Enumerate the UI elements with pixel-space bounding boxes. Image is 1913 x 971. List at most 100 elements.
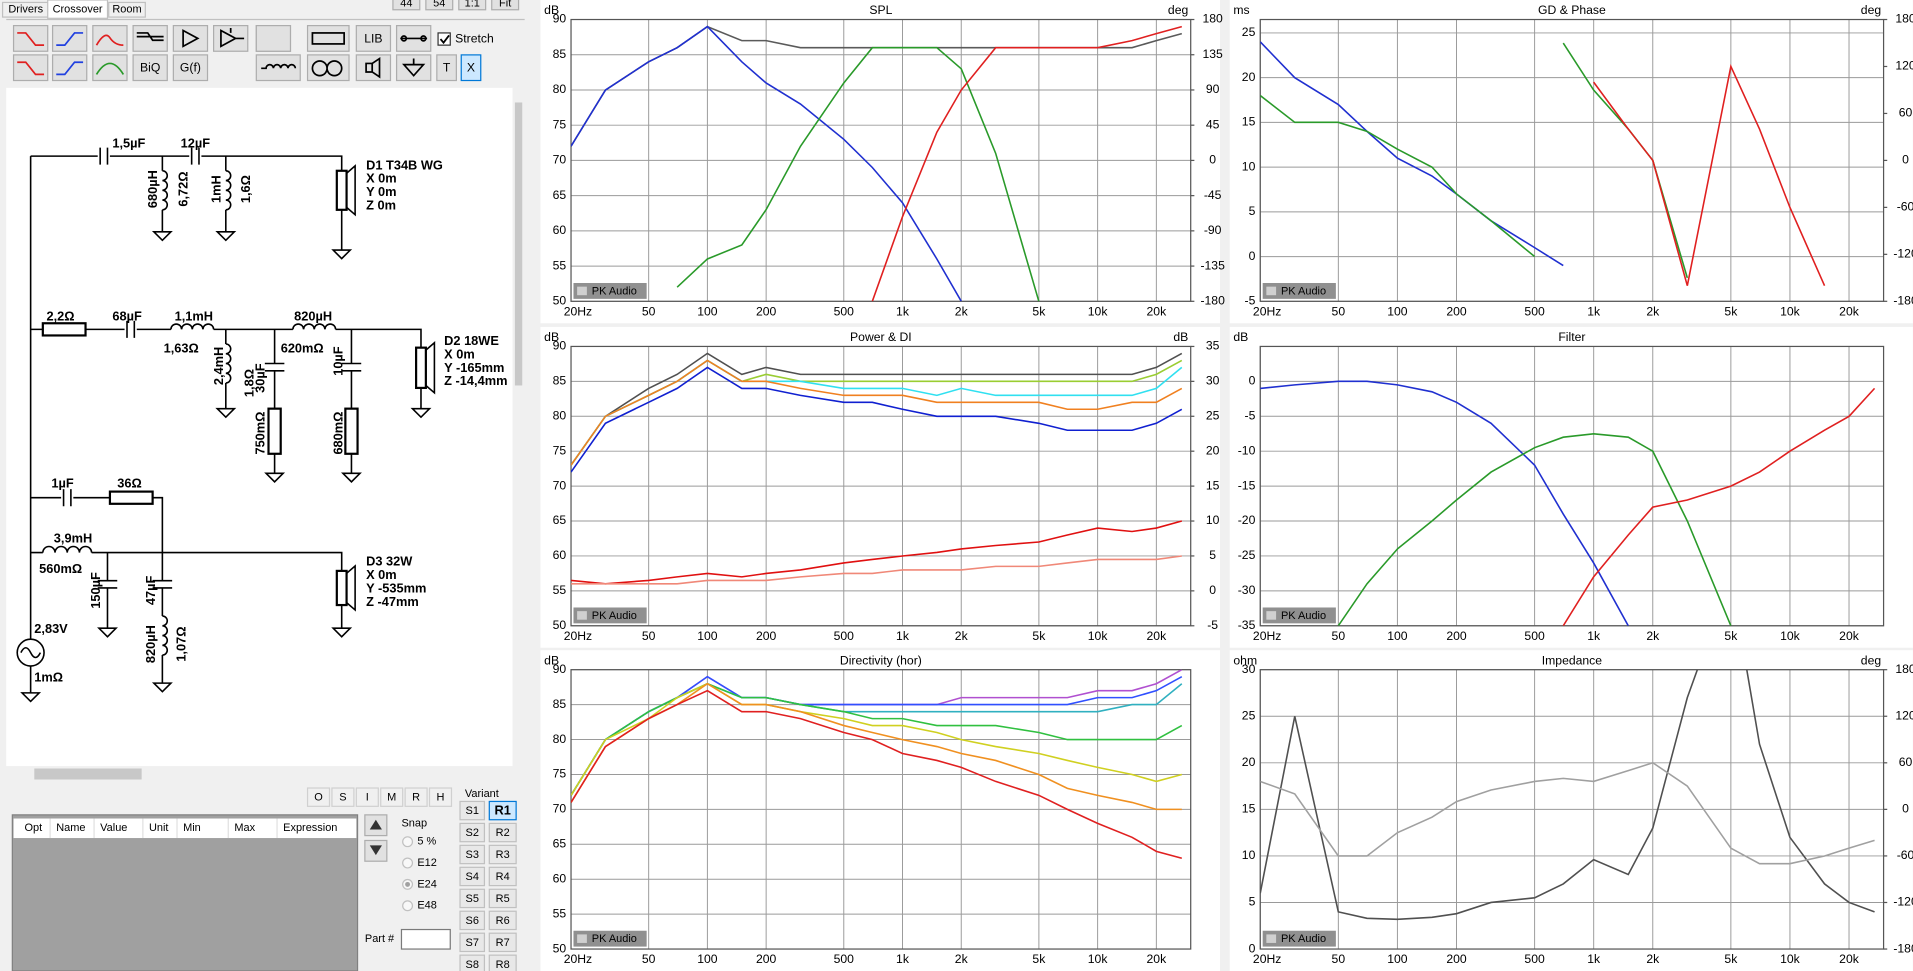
tool-icon <box>56 61 84 76</box>
tool-icon <box>402 58 426 77</box>
panel-button[interactable] <box>380 787 404 807</box>
variant-button[interactable] <box>488 844 517 865</box>
plot-area <box>571 352 1183 585</box>
tool-button[interactable] <box>132 25 168 52</box>
component-label: 150µF <box>88 572 103 609</box>
series-line <box>1260 41 1564 267</box>
column-header: Expression <box>283 822 337 834</box>
panel-button[interactable] <box>306 787 331 807</box>
panel-button[interactable] <box>428 787 453 807</box>
tool-button[interactable] <box>460 54 482 82</box>
view-button-label: 44 <box>400 0 412 10</box>
part-input[interactable] <box>400 928 451 950</box>
view-button[interactable] <box>491 0 520 11</box>
y2-tick-label: 60 <box>1899 106 1913 120</box>
variant-button[interactable] <box>459 844 486 865</box>
radio[interactable] <box>402 857 414 869</box>
y2-axis-label: deg <box>1168 3 1188 17</box>
panel-button-label: S <box>339 792 346 804</box>
panel-button[interactable] <box>355 787 379 807</box>
variant-button[interactable] <box>459 800 486 821</box>
scroll-thumb[interactable] <box>514 102 523 386</box>
tool-icon <box>17 32 45 46</box>
radio[interactable] <box>402 836 414 848</box>
tool-icon <box>365 56 381 79</box>
checkbox[interactable] <box>437 32 451 46</box>
variant-button[interactable] <box>488 822 517 843</box>
tab-label: Crossover <box>53 4 103 16</box>
tool-button[interactable] <box>306 54 350 82</box>
variant-button[interactable] <box>488 888 517 909</box>
variant-button[interactable] <box>488 932 517 953</box>
x-tick-label: 100 <box>1387 952 1408 966</box>
y-tick-label: 5 <box>1249 204 1256 218</box>
y2-tick-label: 0 <box>1209 153 1216 167</box>
y-tick-label: 90 <box>553 339 567 353</box>
x-tick-label: 5k <box>1032 629 1046 643</box>
panel-button[interactable] <box>331 787 355 807</box>
tool-button[interactable] <box>436 54 457 82</box>
x-tick-label: 1k <box>1587 629 1601 643</box>
tool-button[interactable] <box>355 54 392 82</box>
ground <box>151 230 173 242</box>
radio[interactable] <box>402 900 414 912</box>
y-tick-label: 0 <box>1249 941 1256 955</box>
variant-button[interactable] <box>459 932 486 953</box>
driver <box>335 169 348 211</box>
tool-button[interactable] <box>132 54 168 82</box>
tool-button[interactable] <box>306 25 350 52</box>
tool-label: T <box>443 61 451 75</box>
ground <box>410 407 432 419</box>
x-tick-label: 10k <box>1088 305 1109 319</box>
y-tick-label: 80 <box>553 82 567 96</box>
series-line <box>1260 94 1536 258</box>
tool-button[interactable] <box>92 54 128 82</box>
series-line <box>1337 432 1732 626</box>
variant-button[interactable] <box>459 888 486 909</box>
tool-label: LIB <box>364 31 382 45</box>
tool-button[interactable] <box>255 25 292 52</box>
component-label: Z -47mm <box>366 594 419 609</box>
y-tick-label: 90 <box>553 662 567 676</box>
scroll-thumb[interactable] <box>34 768 142 780</box>
x-tick-label: 5k <box>1724 305 1738 319</box>
view-button[interactable] <box>425 0 454 11</box>
x-tick-label: 10k <box>1780 952 1801 966</box>
y-tick-label: -15 <box>1238 478 1256 492</box>
ground <box>20 692 42 703</box>
plot-area <box>1260 380 1876 626</box>
y-tick-label: 65 <box>553 513 567 527</box>
watermark-box <box>1262 930 1336 947</box>
variant-button[interactable] <box>459 866 486 887</box>
tab[interactable] <box>108 1 146 18</box>
variant-button[interactable] <box>488 910 517 931</box>
view-button[interactable] <box>458 0 487 11</box>
y-tick-label: 80 <box>553 408 567 422</box>
variant-button[interactable] <box>459 822 486 843</box>
radio-dot <box>405 881 411 887</box>
variant-button[interactable] <box>488 800 517 821</box>
variant-button[interactable] <box>488 954 517 971</box>
tool-button[interactable] <box>355 25 392 52</box>
panel-button[interactable] <box>404 787 428 807</box>
variant-button[interactable] <box>488 866 517 887</box>
variant-button[interactable] <box>459 910 486 931</box>
watermark-logo <box>577 286 587 296</box>
tool-button[interactable] <box>172 54 209 82</box>
component-label: 1,5µF <box>112 135 145 150</box>
tool-button[interactable] <box>172 25 209 52</box>
ground <box>341 472 362 483</box>
view-button[interactable] <box>392 0 421 11</box>
tool-button[interactable] <box>51 25 88 52</box>
watermark-box <box>1262 283 1336 299</box>
variant-label: R1 <box>495 803 511 818</box>
variant-button[interactable] <box>459 954 486 971</box>
table-header <box>13 818 357 839</box>
y-tick-label: 15 <box>1242 802 1256 816</box>
y-tick-label: 5 <box>1249 895 1256 909</box>
series-line <box>571 520 1183 585</box>
tab[interactable] <box>47 0 109 19</box>
y-tick-label: 90 <box>553 12 567 26</box>
component-label: 680µH <box>145 170 160 208</box>
panel-button-label: M <box>387 792 396 804</box>
